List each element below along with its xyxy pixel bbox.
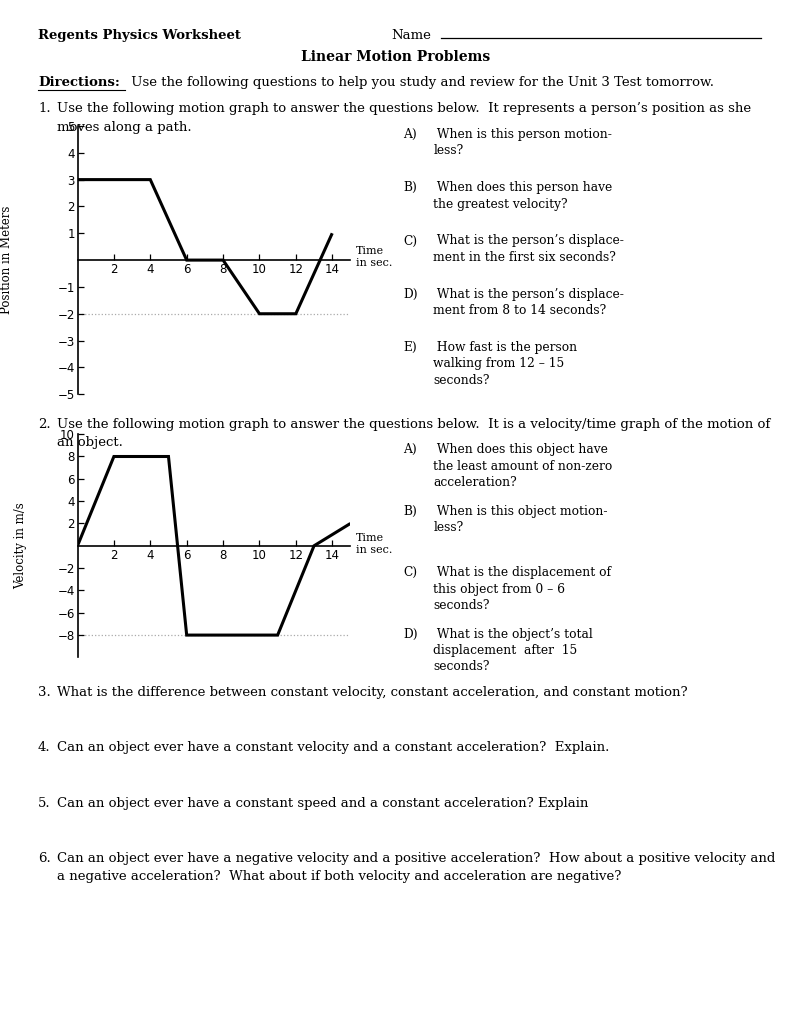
Text: What is the object’s total: What is the object’s total <box>433 628 593 641</box>
Text: C): C) <box>403 234 418 248</box>
Text: What is the person’s displace-: What is the person’s displace- <box>433 288 624 301</box>
Text: A): A) <box>403 128 417 141</box>
Text: less?: less? <box>433 144 464 158</box>
Text: moves along a path.: moves along a path. <box>57 121 191 134</box>
Text: What is the displacement of: What is the displacement of <box>433 566 611 580</box>
Text: B): B) <box>403 181 418 195</box>
Y-axis label: Position in Meters: Position in Meters <box>0 206 13 314</box>
Text: Can an object ever have a negative velocity and a positive acceleration?  How ab: Can an object ever have a negative veloc… <box>57 852 775 865</box>
Text: a negative acceleration?  What about if both velocity and acceleration are negat: a negative acceleration? What about if b… <box>57 870 621 884</box>
Text: walking from 12 – 15: walking from 12 – 15 <box>433 357 565 371</box>
Text: C): C) <box>403 566 418 580</box>
Text: 3.: 3. <box>38 686 51 699</box>
Text: Can an object ever have a constant speed and a constant acceleration? Explain: Can an object ever have a constant speed… <box>57 797 589 810</box>
Text: When does this object have: When does this object have <box>433 443 608 457</box>
Text: Directions:: Directions: <box>38 76 120 89</box>
Text: Name: Name <box>392 29 431 42</box>
Text: Time
in sec.: Time in sec. <box>356 246 392 267</box>
Text: Regents Physics Worksheet: Regents Physics Worksheet <box>38 29 240 42</box>
Text: B): B) <box>403 505 418 518</box>
Text: ment in the first six seconds?: ment in the first six seconds? <box>433 251 616 264</box>
Text: less?: less? <box>433 521 464 535</box>
Text: What is the person’s displace-: What is the person’s displace- <box>433 234 624 248</box>
Text: seconds?: seconds? <box>433 374 490 387</box>
Text: Can an object ever have a constant velocity and a constant acceleration?  Explai: Can an object ever have a constant veloc… <box>57 741 609 755</box>
Text: 5.: 5. <box>38 797 51 810</box>
Text: acceleration?: acceleration? <box>433 476 517 489</box>
Text: this object from 0 – 6: this object from 0 – 6 <box>433 583 566 596</box>
Text: 1.: 1. <box>38 102 51 116</box>
Text: When is this person motion-: When is this person motion- <box>433 128 612 141</box>
Y-axis label: Velocity in m/s: Velocity in m/s <box>13 503 27 589</box>
Text: A): A) <box>403 443 417 457</box>
Text: D): D) <box>403 288 418 301</box>
Text: the greatest velocity?: the greatest velocity? <box>433 198 568 211</box>
Text: seconds?: seconds? <box>433 660 490 674</box>
Text: ment from 8 to 14 seconds?: ment from 8 to 14 seconds? <box>433 304 607 317</box>
Text: What is the difference between constant velocity, constant acceleration, and con: What is the difference between constant … <box>57 686 687 699</box>
Text: E): E) <box>403 341 417 354</box>
Text: Linear Motion Problems: Linear Motion Problems <box>301 50 490 65</box>
Text: displacement  after  15: displacement after 15 <box>433 644 577 657</box>
Text: the least amount of non-zero: the least amount of non-zero <box>433 460 613 473</box>
Text: D): D) <box>403 628 418 641</box>
Text: Time
in sec.: Time in sec. <box>356 534 392 555</box>
Text: 4.: 4. <box>38 741 51 755</box>
Text: seconds?: seconds? <box>433 599 490 612</box>
Text: How fast is the person: How fast is the person <box>433 341 577 354</box>
Text: Use the following questions to help you study and review for the Unit 3 Test tom: Use the following questions to help you … <box>127 76 713 89</box>
Text: Use the following motion graph to answer the questions below.  It represents a p: Use the following motion graph to answer… <box>57 102 751 116</box>
Text: 6.: 6. <box>38 852 51 865</box>
Text: When does this person have: When does this person have <box>433 181 613 195</box>
Text: 2.: 2. <box>38 418 51 431</box>
Text: Use the following motion graph to answer the questions below.  It is a velocity/: Use the following motion graph to answer… <box>57 418 770 431</box>
Text: an object.: an object. <box>57 436 123 450</box>
Text: When is this object motion-: When is this object motion- <box>433 505 608 518</box>
